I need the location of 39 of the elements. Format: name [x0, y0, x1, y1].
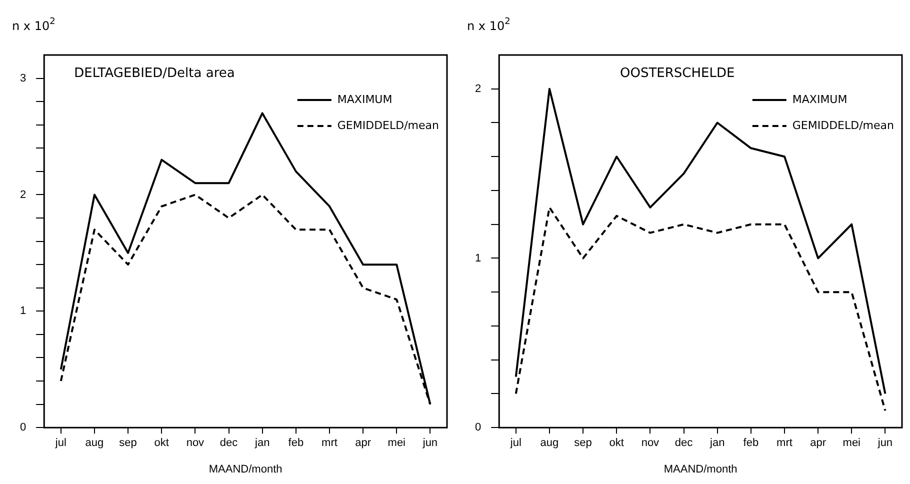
x-tick-label: jan: [709, 437, 725, 450]
x-tick-label: nov: [186, 437, 205, 450]
y-tick-label: 1: [20, 305, 26, 318]
x-axis-title: MAAND/month: [208, 463, 282, 476]
x-tick-label: feb: [743, 437, 759, 450]
legend-label: GEMIDDELD/mean: [337, 118, 440, 132]
legend-label: GEMIDDELD/mean: [792, 118, 894, 132]
legend-label: MAXIMUM: [337, 92, 392, 106]
legend-label: MAXIMUM: [792, 92, 848, 106]
x-tick-label: okt: [609, 437, 624, 450]
x-tick-label: mrt: [322, 437, 338, 450]
x-tick-label: mrt: [776, 437, 792, 450]
text: OOSTERSCHELDE: [620, 66, 735, 81]
x-tick-label: jun: [876, 437, 893, 450]
x-axis-title: MAAND/month: [664, 463, 738, 476]
text: DELTAGEBIED/Delta area: [74, 66, 235, 81]
x-tick-label: nov: [641, 437, 660, 450]
y-tick-label: 1: [474, 252, 482, 264]
x-tick-label: okt: [154, 437, 169, 450]
x-tick-label: feb: [288, 437, 304, 450]
x-tick-label: jul: [509, 437, 522, 450]
x-tick-label: jun: [422, 437, 438, 450]
x-tick-label: aug: [540, 437, 559, 450]
y-tick-label: 2: [20, 188, 26, 201]
x-tick-label: jul: [54, 437, 66, 450]
x-tick-label: mei: [842, 437, 861, 450]
x-tick-label: apr: [810, 437, 826, 450]
x-tick-label: dec: [220, 437, 238, 450]
x-tick-label: aug: [85, 437, 104, 450]
x-tick-label: sep: [574, 437, 592, 450]
x-tick-label: dec: [674, 437, 694, 450]
y-tick-label: 0: [20, 422, 26, 434]
x-tick-label: mei: [388, 437, 406, 450]
y-tick-label: 0: [474, 422, 482, 434]
x-tick-label: jan: [254, 437, 270, 450]
y-tick-label: 3: [20, 72, 26, 84]
x-tick-label: apr: [355, 437, 372, 450]
y-tick-label: 2: [474, 82, 482, 95]
x-tick-label: sep: [119, 437, 137, 450]
